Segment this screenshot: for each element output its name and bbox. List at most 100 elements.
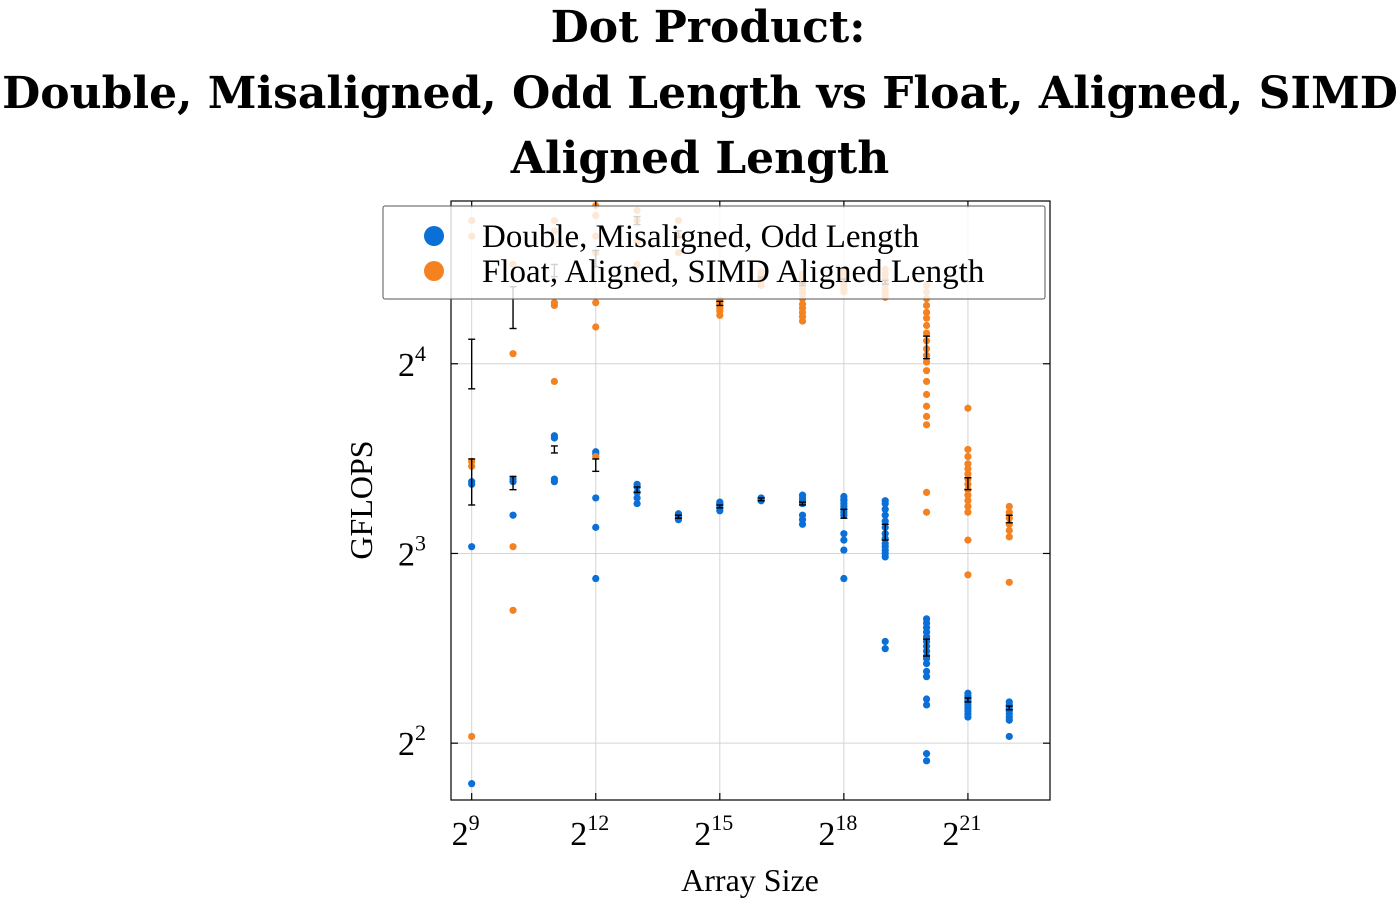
data-point bbox=[964, 465, 972, 473]
data-point bbox=[468, 780, 476, 788]
data-point bbox=[922, 757, 931, 765]
data-point bbox=[964, 502, 972, 511]
data-point bbox=[922, 412, 931, 421]
data-point bbox=[922, 750, 931, 758]
chart-title: Dot Product: Double, Misaligned, Odd Len… bbox=[2, 2, 1398, 184]
title-line-1: Dot Product: bbox=[551, 2, 866, 53]
x-tick-label: 29 bbox=[452, 810, 480, 853]
data-point bbox=[922, 673, 931, 681]
data-point bbox=[922, 701, 931, 709]
data-point bbox=[468, 543, 476, 551]
legend-marker-double bbox=[424, 226, 444, 246]
data-point bbox=[509, 606, 517, 614]
data-point bbox=[509, 511, 517, 519]
x-tick-label: 212 bbox=[570, 810, 609, 853]
legend-label-double: Double, Misaligned, Odd Length bbox=[482, 219, 920, 255]
axis-ticks: 29 212 215 218 221 22 23 24 bbox=[398, 201, 1050, 853]
data-point bbox=[881, 517, 889, 525]
title-line-2: Double, Misaligned, Odd Length vs Float,… bbox=[2, 68, 1398, 119]
data-point bbox=[964, 491, 972, 499]
error-bar bbox=[840, 508, 848, 519]
data-point bbox=[922, 358, 931, 366]
data-point bbox=[840, 574, 848, 583]
data-point bbox=[964, 460, 972, 468]
data-point bbox=[592, 494, 600, 502]
error-bar bbox=[964, 477, 972, 491]
error-bar bbox=[923, 638, 931, 657]
data-point bbox=[798, 300, 807, 308]
x-tick-label: 215 bbox=[694, 810, 733, 853]
error-bar bbox=[799, 501, 807, 506]
x-axis-label: Array Size bbox=[681, 862, 819, 898]
y-tick-label: 23 bbox=[398, 530, 426, 573]
data-point bbox=[550, 475, 558, 483]
data-point bbox=[592, 323, 600, 331]
data-point bbox=[922, 488, 931, 496]
data-point bbox=[1005, 526, 1013, 535]
title-line-3: Aligned Length bbox=[510, 133, 889, 184]
data-point bbox=[922, 421, 931, 429]
data-point bbox=[550, 377, 558, 386]
data-point bbox=[922, 314, 931, 322]
error-bar bbox=[964, 697, 972, 703]
data-point bbox=[922, 667, 931, 675]
error-bar bbox=[592, 458, 600, 473]
error-bar bbox=[881, 523, 889, 541]
data-point bbox=[964, 571, 972, 579]
error-bar bbox=[633, 486, 641, 494]
data-point bbox=[964, 452, 972, 461]
data-point bbox=[509, 350, 517, 358]
data-point bbox=[1005, 533, 1013, 541]
data-point bbox=[592, 523, 600, 531]
data-point bbox=[964, 536, 972, 544]
data-point bbox=[509, 543, 517, 551]
data-point bbox=[716, 498, 724, 506]
data-point bbox=[840, 536, 848, 544]
y-tick-label: 24 bbox=[398, 341, 426, 384]
error-bar bbox=[674, 514, 682, 519]
data-point bbox=[881, 497, 889, 505]
data-point bbox=[964, 689, 972, 697]
error-bar bbox=[923, 335, 931, 360]
data-point bbox=[922, 321, 931, 330]
data-point bbox=[922, 508, 931, 516]
error-bar bbox=[757, 497, 765, 502]
data-point bbox=[922, 301, 931, 310]
data-point bbox=[922, 329, 931, 337]
data-point bbox=[798, 491, 807, 499]
data-point bbox=[633, 494, 641, 502]
legend-marker-float bbox=[424, 261, 444, 281]
data-point bbox=[922, 615, 931, 623]
data-point bbox=[881, 645, 889, 653]
plot-frame bbox=[450, 200, 1051, 801]
error-bar bbox=[509, 475, 517, 491]
x-tick-label: 221 bbox=[942, 810, 981, 853]
data-point bbox=[964, 497, 972, 505]
data-point bbox=[881, 511, 889, 519]
legend-box bbox=[382, 205, 1046, 300]
data-point bbox=[922, 659, 931, 668]
y-axis-label: GFLOPS bbox=[343, 440, 379, 559]
legend-label-float: Float, Aligned, SIMD Aligned Length bbox=[482, 254, 985, 290]
data-point bbox=[1005, 732, 1013, 741]
data-point bbox=[881, 637, 889, 646]
data-point bbox=[798, 511, 807, 519]
error-bar bbox=[1005, 705, 1013, 711]
data-point bbox=[964, 445, 972, 454]
data-point bbox=[881, 505, 889, 513]
data-point bbox=[922, 695, 931, 703]
data-point bbox=[840, 546, 848, 554]
error-bar bbox=[716, 300, 724, 307]
error-bar bbox=[716, 504, 724, 509]
data-point bbox=[840, 530, 848, 538]
error-bar bbox=[550, 445, 558, 454]
y-tick-label: 22 bbox=[398, 720, 426, 763]
error-bar bbox=[1005, 514, 1013, 524]
x-tick-label: 218 bbox=[818, 810, 857, 853]
data-point bbox=[1005, 578, 1013, 586]
data-point bbox=[592, 299, 600, 307]
data-point bbox=[922, 377, 931, 386]
data-point bbox=[592, 574, 600, 583]
data-point bbox=[550, 432, 558, 440]
